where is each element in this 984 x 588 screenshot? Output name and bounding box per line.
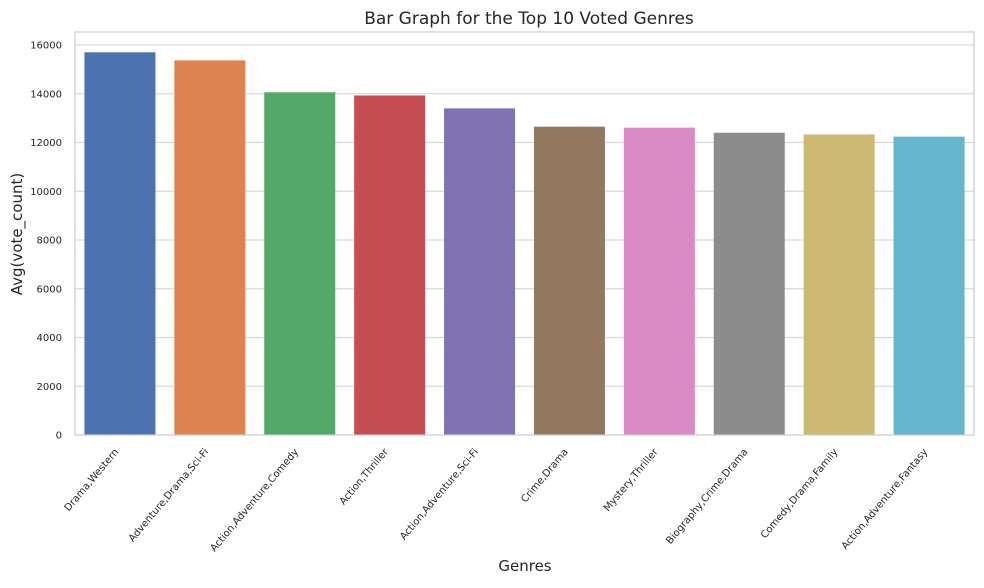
y-tick-label: 0 [56, 431, 62, 442]
bar [803, 134, 875, 436]
x-tick-label: Crime,Drama [519, 447, 570, 505]
x-tick-label: Action,Thriller [338, 446, 392, 507]
y-tick-label: 12000 [30, 138, 62, 149]
x-tick-label: Action,Adventure,Sci-Fi [398, 447, 481, 543]
y-tick-label: 10000 [30, 187, 62, 198]
x-tick-label: Biography,Crime,Drama [664, 447, 750, 547]
y-tick-label: 4000 [37, 333, 62, 344]
x-axis-label: Genres [498, 557, 551, 575]
bar [713, 132, 785, 435]
x-tick-label: Comedy,Drama,Family [759, 447, 841, 541]
bar [354, 95, 426, 436]
y-tick-label: 16000 [30, 41, 62, 52]
bar [174, 60, 246, 435]
y-tick-label: 14000 [30, 89, 62, 100]
chart-title: Bar Graph for the Top 10 Voted Genres [364, 9, 694, 29]
y-axis-ticks: 0 2000 4000 6000 8000 10000 12000 14000 16000 [30, 41, 62, 442]
x-tick-label: Drama,Western [63, 447, 122, 514]
x-tick-label: Mystery,Thriller [602, 446, 661, 514]
bar [893, 136, 965, 435]
bars [84, 52, 965, 436]
bar [623, 127, 695, 435]
y-tick-label: 6000 [37, 284, 62, 295]
bar [84, 52, 156, 435]
y-axis-label: Avg(vote_count) [8, 173, 27, 295]
bar [264, 92, 336, 435]
x-tick-label: Action,Adventure,Fantasy [840, 447, 931, 552]
bar [533, 126, 605, 435]
x-axis-ticks: Drama,Western Adventure,Drama,Sci-FiActio… [63, 446, 931, 554]
y-tick-label: 8000 [37, 236, 62, 247]
y-tick-label: 2000 [37, 382, 62, 393]
plot-frame [74, 31, 975, 436]
x-tick-label: Action,Adventure,Comedy [209, 447, 301, 554]
bar [444, 108, 516, 435]
x-tick-label: Adventure,Drama,Sci-Fi [127, 447, 211, 544]
